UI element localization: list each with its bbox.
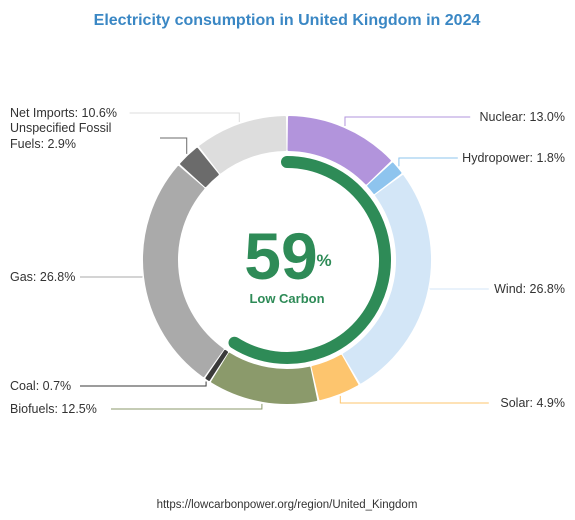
label-net-imports: Net Imports: 10.6% xyxy=(10,106,117,120)
low-carbon-percent-sign: % xyxy=(316,251,331,270)
low-carbon-label: Low Carbon xyxy=(249,291,324,306)
slice-solar[interactable] xyxy=(311,354,359,401)
label-gas: Gas: 26.8% xyxy=(10,270,75,284)
slice-hydropower[interactable] xyxy=(367,162,402,195)
slice-labels: Nuclear: 13.0% Hydropower: 1.8% Wind: 26.8… xyxy=(10,106,565,416)
donut-slices xyxy=(143,116,431,404)
slice-unspecified-fossil-fuels[interactable] xyxy=(180,147,219,188)
label-coal: Coal: 0.7% xyxy=(10,379,71,393)
leader-solar xyxy=(339,395,489,404)
label-biofuels: Biofuels: 12.5% xyxy=(10,402,97,416)
slice-gas[interactable] xyxy=(143,165,224,378)
leader-biofuels xyxy=(111,403,263,410)
slice-coal[interactable] xyxy=(205,349,229,381)
slice-biofuels[interactable] xyxy=(211,352,318,404)
label-solar: Solar: 4.9% xyxy=(500,396,565,410)
label-wind: Wind: 26.8% xyxy=(494,282,565,296)
slice-wind[interactable] xyxy=(342,175,431,384)
slice-net-imports[interactable] xyxy=(199,116,287,174)
low-carbon-value: 59 xyxy=(244,219,317,293)
leader-net-imports xyxy=(129,112,240,123)
leader-unspecified-fossil-fuels xyxy=(160,137,188,154)
leader-nuclear xyxy=(344,116,471,127)
label-unspecified-fossil-fuels: Unspecified Fossil Fuels: 2.9% xyxy=(10,121,111,151)
chart-title: Electricity consumption in United Kingdo… xyxy=(94,12,481,29)
slice-nuclear[interactable] xyxy=(287,116,391,185)
source-url: https://lowcarbonpower.org/region/United… xyxy=(157,499,418,511)
leader-coal xyxy=(80,381,207,387)
leader-lines xyxy=(80,112,489,410)
label-nuclear: Nuclear: 13.0% xyxy=(480,110,565,124)
label-hydropower: Hydropower: 1.8% xyxy=(462,151,565,165)
leader-hydropower xyxy=(398,157,458,167)
low-carbon-arc xyxy=(228,156,391,364)
